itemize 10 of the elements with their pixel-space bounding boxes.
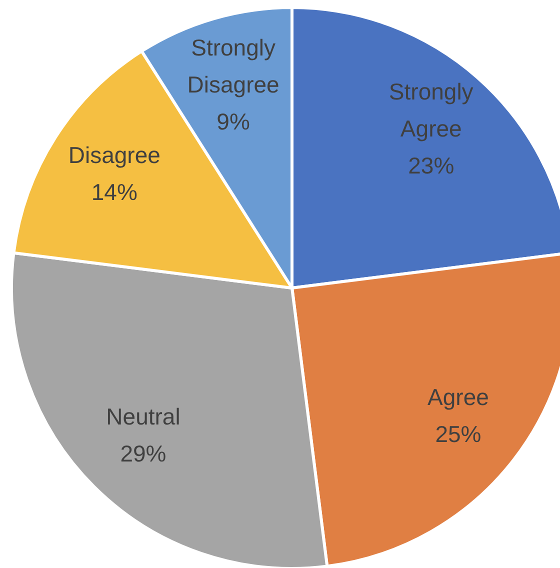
slice-label: Strongly Disagree [187,34,280,98]
data-label: 9% [216,108,250,134]
slice-label: Agree [428,384,489,410]
slice-label: Neutral [106,404,180,430]
data-label: 14% [91,179,138,206]
data-label: 25% [435,420,482,447]
slice-label: Strongly Agree [388,78,474,142]
data-label: 23% [408,152,454,179]
slice-label: Disagree [68,142,160,168]
data-label: 29% [120,440,166,467]
